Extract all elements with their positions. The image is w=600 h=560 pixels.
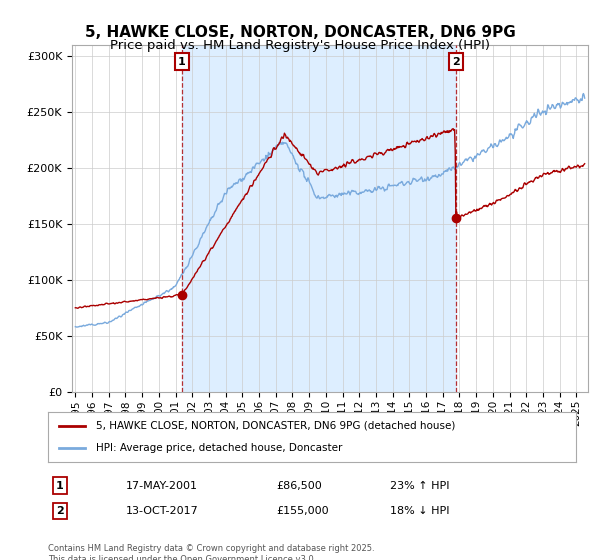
Text: 5, HAWKE CLOSE, NORTON, DONCASTER, DN6 9PG: 5, HAWKE CLOSE, NORTON, DONCASTER, DN6 9… <box>85 25 515 40</box>
Text: 5, HAWKE CLOSE, NORTON, DONCASTER, DN6 9PG (detached house): 5, HAWKE CLOSE, NORTON, DONCASTER, DN6 9… <box>95 421 455 431</box>
Text: Price paid vs. HM Land Registry's House Price Index (HPI): Price paid vs. HM Land Registry's House … <box>110 39 490 52</box>
Text: HPI: Average price, detached house, Doncaster: HPI: Average price, detached house, Donc… <box>95 443 342 453</box>
Text: 1: 1 <box>56 480 64 491</box>
Text: £155,000: £155,000 <box>276 506 329 516</box>
Text: 18% ↓ HPI: 18% ↓ HPI <box>390 506 449 516</box>
Text: 13-OCT-2017: 13-OCT-2017 <box>126 506 199 516</box>
Text: Contains HM Land Registry data © Crown copyright and database right 2025.
This d: Contains HM Land Registry data © Crown c… <box>48 544 374 560</box>
Bar <box>182 45 456 392</box>
Text: 2: 2 <box>452 57 460 67</box>
Text: 23% ↑ HPI: 23% ↑ HPI <box>390 480 449 491</box>
Text: £86,500: £86,500 <box>276 480 322 491</box>
Text: 17-MAY-2001: 17-MAY-2001 <box>126 480 198 491</box>
Text: 1: 1 <box>178 57 185 67</box>
Text: 2: 2 <box>56 506 64 516</box>
